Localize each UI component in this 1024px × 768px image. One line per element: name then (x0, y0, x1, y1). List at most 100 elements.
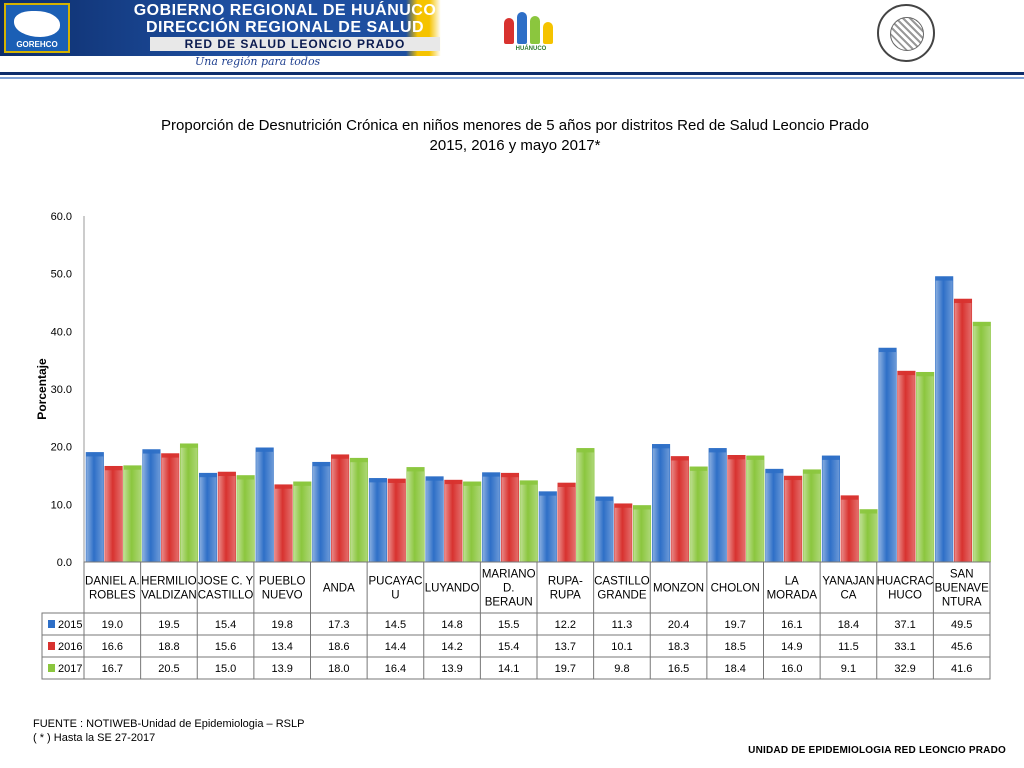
source-text: FUENTE : NOTIWEB-Unidad de Epidemiologia… (33, 718, 305, 730)
data-value: 12.2 (555, 619, 576, 631)
data-value: 41.6 (951, 663, 972, 675)
bar-cap (727, 455, 746, 460)
bar-2017 (236, 475, 255, 563)
bar-2017 (802, 469, 821, 563)
legend-label: 2017 (58, 663, 82, 675)
data-value: 20.4 (668, 619, 689, 631)
category-label: BUENAVE (935, 583, 989, 595)
bar-cap (878, 348, 897, 353)
bar-cap (86, 452, 104, 457)
bar-cap (406, 467, 425, 472)
category-label: PUEBLO (259, 576, 306, 588)
data-value: 19.7 (724, 619, 745, 631)
bar-2016 (840, 495, 859, 563)
category-label: NTURA (942, 597, 982, 609)
bar-cap (142, 449, 161, 454)
bar-2016 (161, 453, 180, 563)
bar-2017 (972, 321, 991, 563)
y-tick-label: 50.0 (51, 269, 72, 281)
data-value: 15.4 (498, 641, 519, 653)
bar-2015 (935, 276, 954, 563)
bar-2016 (387, 478, 406, 563)
data-value: 16.6 (102, 641, 123, 653)
bar-cap (312, 462, 331, 467)
category-label: LUYANDO (425, 583, 480, 595)
category-label: D. (503, 583, 515, 595)
header-line-1: GOBIERNO REGIONAL DE HUÁNUCO (133, 2, 437, 19)
data-value: 45.6 (951, 641, 972, 653)
data-value: 14.4 (385, 641, 406, 653)
chart-title-line-2: 2015, 2016 y mayo 2017* (429, 137, 601, 154)
data-value: 17.3 (328, 619, 349, 631)
category-label: RUPA (550, 590, 581, 602)
bar-cap (123, 465, 142, 470)
y-axis-label: Porcentaje (35, 358, 49, 420)
header-line-3: RED DE SALUD LEONCIO PRADO (150, 37, 440, 51)
bar-2015 (368, 478, 387, 563)
data-value: 14.8 (441, 619, 462, 631)
bar-cap (444, 480, 463, 485)
bar-2015 (312, 461, 331, 563)
data-value: 13.7 (555, 641, 576, 653)
bar-2015 (142, 449, 161, 563)
bar-2016 (104, 465, 123, 563)
y-tick-label: 10.0 (51, 499, 72, 511)
category-label: ROBLES (89, 590, 136, 602)
bar-cap (255, 447, 274, 452)
bar-cap (859, 509, 878, 514)
category-label: U (391, 590, 399, 602)
category-label: CHOLON (711, 583, 760, 595)
bar-cap (973, 322, 991, 327)
category-label: CASTILLO (594, 576, 650, 588)
data-value: 15.5 (498, 619, 519, 631)
bar-2015 (595, 496, 614, 563)
bar-2015 (255, 447, 274, 563)
bar-cap (293, 481, 312, 486)
bar-cap (180, 443, 198, 448)
data-value: 14.9 (781, 641, 802, 653)
category-label: HUCO (888, 590, 922, 602)
data-value: 13.9 (441, 663, 462, 675)
category-label: NUEVO (262, 590, 303, 602)
bar-2017 (349, 457, 368, 563)
renace-seal-logo (877, 4, 935, 62)
data-value: 37.1 (894, 619, 915, 631)
legend-swatch-2017 (48, 664, 55, 672)
data-value: 13.9 (271, 663, 292, 675)
bar-2016 (557, 482, 576, 563)
chart-title-line-1: Proporción de Desnutrición Crónica en ni… (161, 117, 869, 134)
category-label: JOSE C. Y (198, 576, 254, 588)
bar-2015 (85, 452, 104, 563)
bar-cap (161, 453, 179, 458)
bar-cap (463, 481, 481, 486)
data-value: 13.4 (271, 641, 292, 653)
bar-cap (557, 482, 576, 487)
category-label: DANIEL A. (85, 576, 140, 588)
bar-2017 (293, 481, 312, 563)
bar-cap (539, 491, 557, 496)
header-divider (0, 72, 1024, 75)
bar-2015 (878, 347, 897, 563)
bar-cap (520, 480, 538, 485)
header-line-2: DIRECCIÓN REGIONAL DE SALUD (145, 19, 425, 36)
category-label: HUACRAC (877, 576, 934, 588)
bar-2016 (670, 456, 689, 563)
data-value: 33.1 (894, 641, 915, 653)
category-label: YANAJAN (822, 576, 874, 588)
huanuco-logo-label: HUÁNUCO (515, 46, 547, 52)
bar-cap (803, 469, 821, 474)
y-tick-label: 60.0 (51, 211, 72, 223)
legend-swatch-2015 (48, 620, 55, 628)
category-label: VALDIZAN (141, 590, 196, 602)
bar-2016 (614, 503, 633, 563)
bar-cap (652, 444, 670, 449)
data-value: 16.5 (668, 663, 689, 675)
bar-2015 (708, 448, 727, 563)
data-value: 15.0 (215, 663, 236, 675)
data-value: 9.1 (841, 663, 856, 675)
legend-label: 2016 (58, 641, 82, 653)
bar-2017 (576, 448, 595, 563)
bar-cap (274, 484, 293, 489)
bar-2016 (444, 479, 463, 563)
data-value: 11.3 (612, 619, 633, 631)
